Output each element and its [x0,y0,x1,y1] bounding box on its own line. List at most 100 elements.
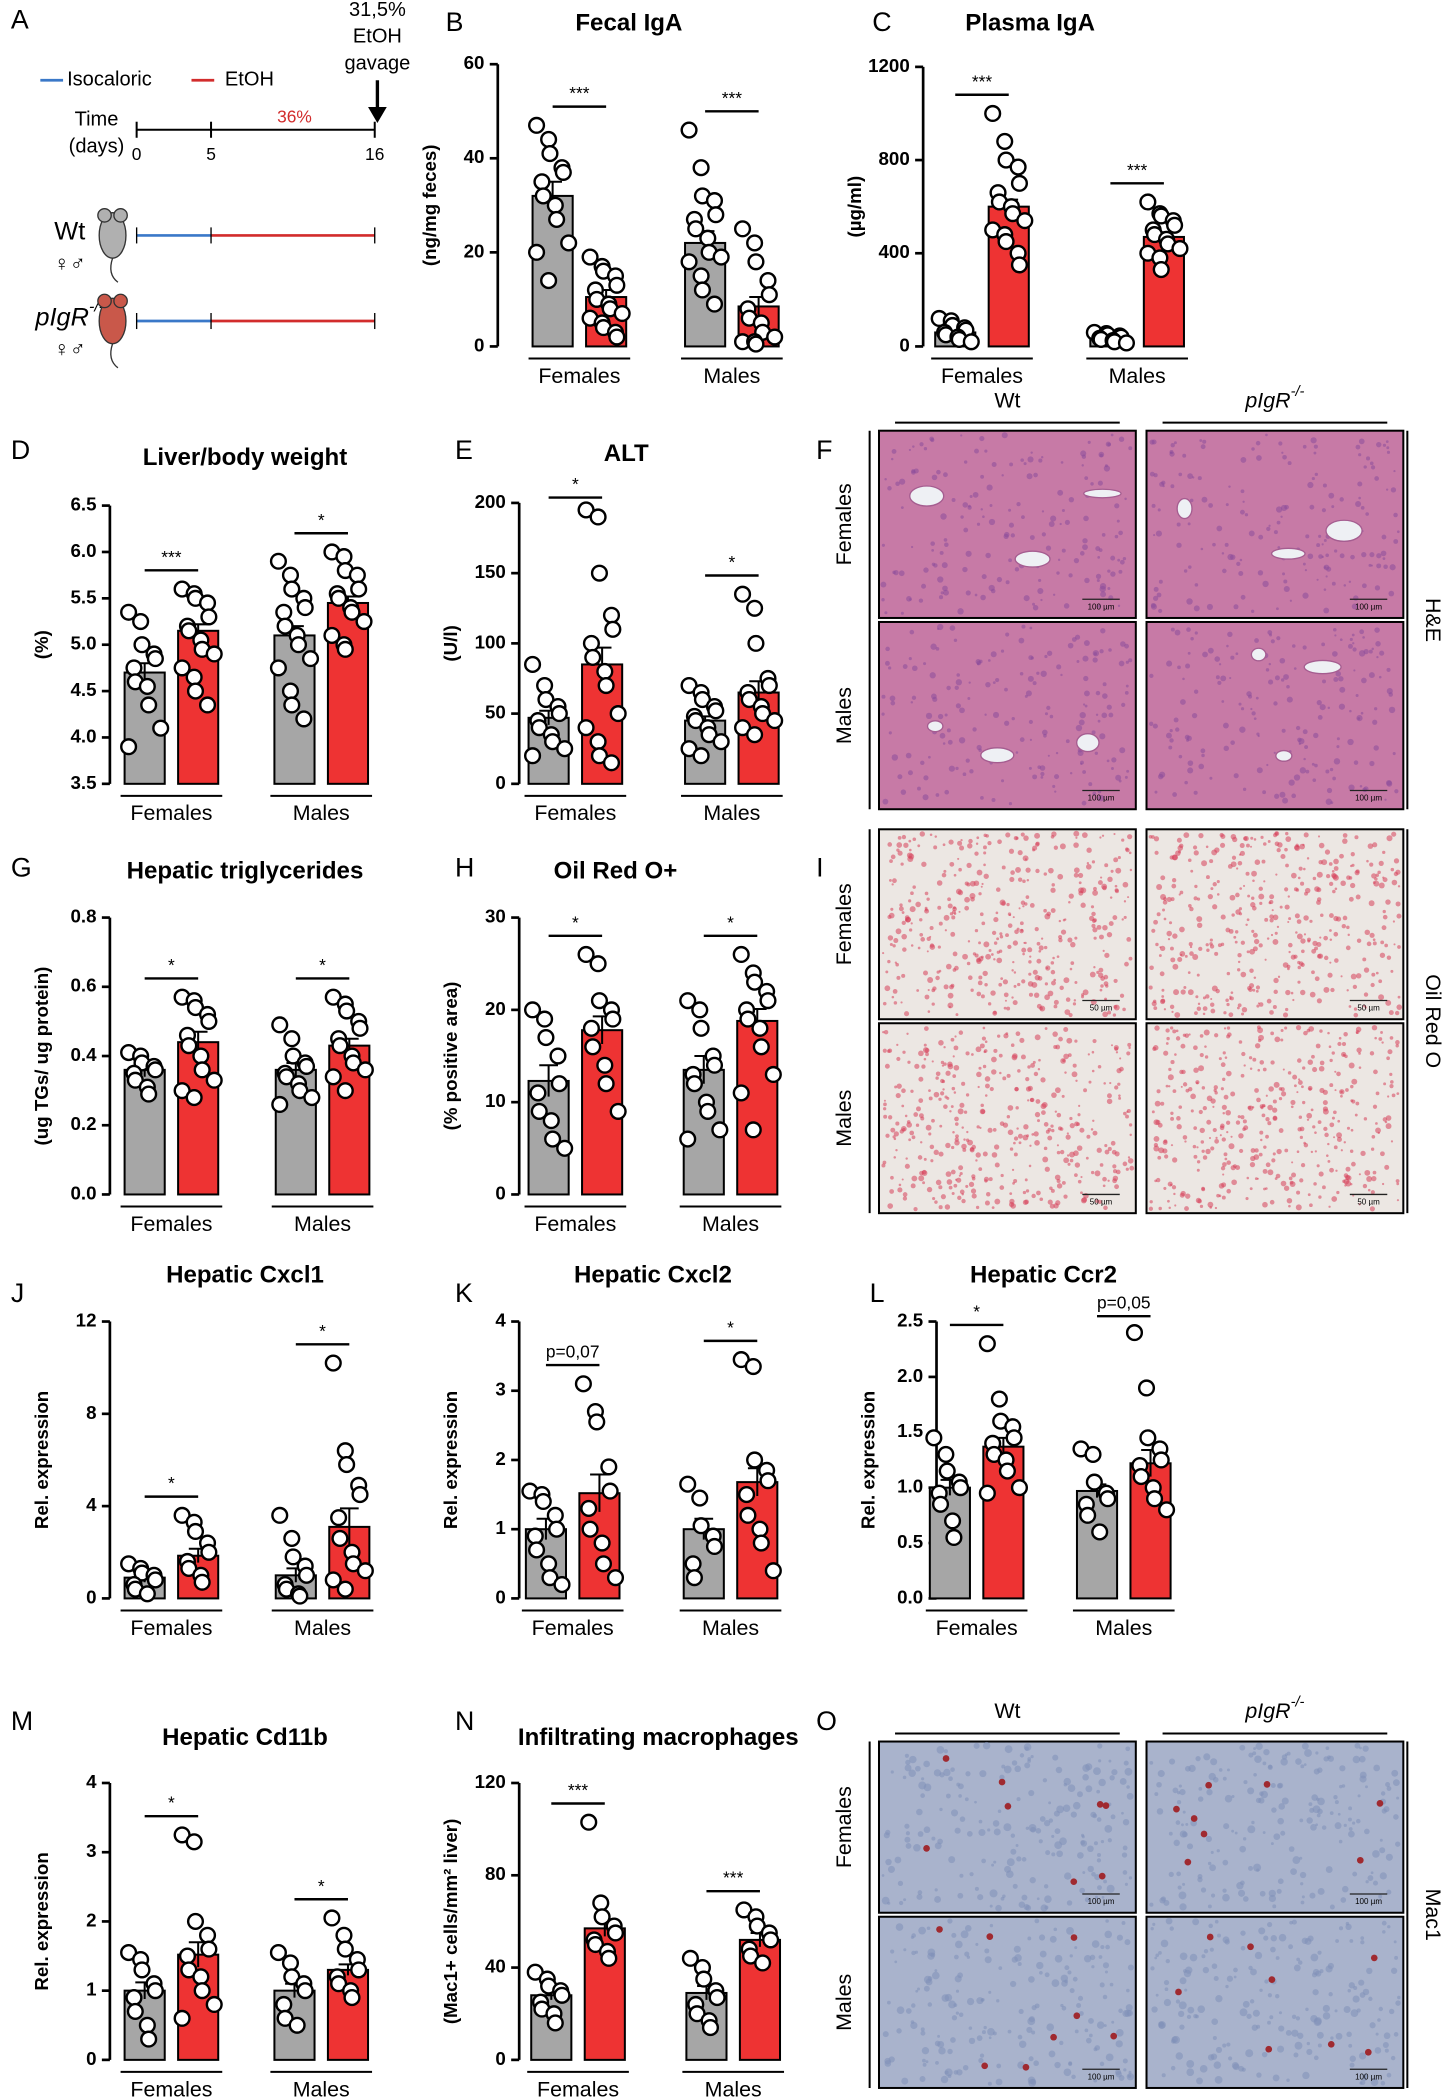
texture [1077,1995,1084,2001]
texture [1149,965,1154,971]
mac1-cell [1205,1781,1212,1789]
texture [1382,914,1388,920]
texture [1349,637,1353,642]
texture [1076,1145,1083,1151]
texture [957,857,960,860]
texture [1264,1979,1269,1984]
texture [1069,1988,1075,1994]
texture [1237,968,1241,972]
texture [998,949,1003,953]
texture [1317,1887,1325,1895]
texture [1128,1123,1133,1127]
mac1-cell [1263,1781,1271,1788]
texture [1365,1880,1369,1884]
texture [1154,790,1158,794]
texture [919,442,924,447]
texture [1329,1083,1334,1088]
texture [1347,1817,1352,1822]
texture [881,712,885,716]
texture [942,843,946,847]
texture [1377,870,1381,875]
texture [933,845,938,850]
texture [938,1185,943,1190]
texture [1327,1031,1330,1035]
texture [1205,943,1209,947]
texture [1079,1127,1085,1133]
texture [1045,1129,1050,1134]
data-point [712,733,730,751]
texture [1382,443,1387,447]
data-point [680,121,698,139]
texture [1069,1116,1073,1121]
texture [1174,1204,1177,1207]
texture [1354,1742,1361,1749]
texture [1187,760,1194,766]
panel-letter: D [11,435,30,465]
y-tick-label: 4 [86,1771,97,1792]
data-point [764,1065,782,1084]
texture [1082,544,1088,551]
texture [1021,624,1026,629]
texture [883,1832,890,1839]
texture [1108,921,1114,927]
y-tick-label: 1.0 [897,1476,923,1497]
texture [1068,573,1073,578]
texture [1181,1823,1184,1827]
texture [1248,1752,1254,1758]
texture [1268,662,1272,666]
texture [1256,455,1262,461]
data-point [577,719,595,737]
data-point [343,1989,361,2007]
texture [1248,694,1253,699]
texture [1008,802,1013,806]
texture [1372,1104,1378,1109]
texture [1258,1797,1265,1804]
texture [1273,1833,1281,1841]
texture [1369,2022,1376,2029]
texture [1027,675,1034,682]
column-name: pIgR [1244,388,1290,412]
texture [897,774,903,780]
texture [1377,2018,1381,2022]
texture [938,1040,944,1046]
texture [1206,603,1213,610]
data-point [609,1102,627,1120]
texture [1016,1127,1019,1130]
texture [1173,717,1179,723]
data-point [524,655,542,674]
texture [1378,994,1385,1001]
texture [1390,2055,1396,2061]
texture [1201,1187,1206,1192]
texture [1393,539,1399,544]
texture [1023,941,1026,944]
texture [987,2081,992,2086]
texture [1382,2041,1389,2048]
texture [929,436,934,442]
x-tick-label: Females [534,801,616,825]
texture [1051,980,1056,986]
data-point [978,1335,996,1353]
data-point [952,1479,970,1497]
texture [887,842,893,847]
y-tick-label: 6.5 [70,494,96,515]
texture [1190,1093,1196,1100]
data-point [324,1571,342,1589]
texture [1092,657,1098,663]
texture [1043,1820,1051,1827]
texture [1192,1918,1200,1926]
texture [1223,1823,1230,1830]
texture [1036,1190,1041,1196]
texture [913,1207,918,1212]
texture [1325,873,1331,879]
texture [1299,1178,1304,1183]
texture [988,1177,993,1182]
texture [1313,451,1317,455]
texture [1067,1784,1076,1793]
texture [1293,887,1298,892]
texture [1186,627,1191,632]
texture [1192,845,1198,850]
texture [976,522,981,526]
texture [1338,1926,1344,1931]
texture [1210,1758,1218,1766]
scale-bar-label: 100 µm [1355,1897,1382,1906]
